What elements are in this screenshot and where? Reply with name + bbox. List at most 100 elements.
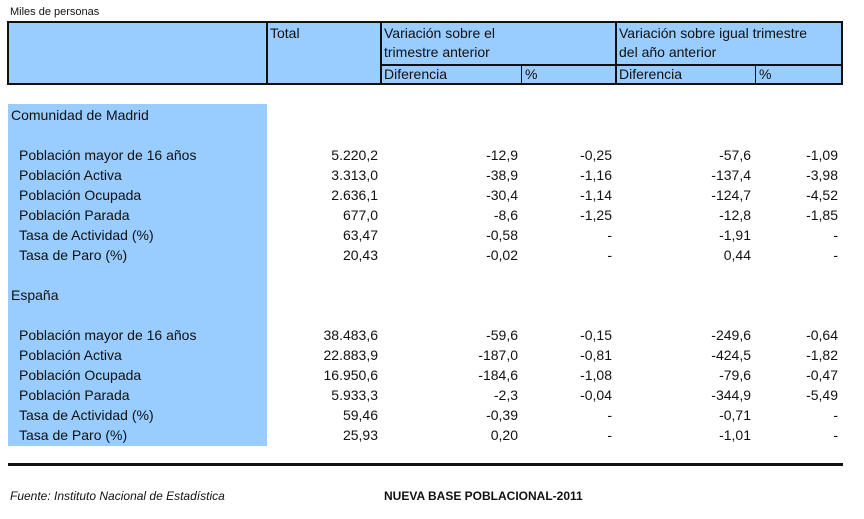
cell-pct-year: - [833, 427, 838, 443]
cell-diff-prev: -0,39 [486, 407, 518, 423]
cell-total: 59,46 [342, 407, 378, 423]
cell-pct-year: -1,85 [806, 207, 838, 223]
table-row: Población Activa 3.313,0 -38,9 -1,16 -13… [0, 165, 864, 185]
section-title: España [11, 287, 59, 303]
table-row: Población Ocupada 2.636,1 -30,4 -1,14 -1… [0, 185, 864, 205]
cell-pct-prev: -0,04 [580, 387, 612, 403]
row-label: Tasa de Paro (%) [19, 427, 128, 443]
row-label: Población Ocupada [19, 187, 142, 203]
section-title-row: Comunidad de Madrid [0, 105, 864, 125]
cell-diff-year: -12,8 [719, 207, 751, 223]
header-divider [380, 21, 382, 85]
cell-pct-year: -5,49 [806, 387, 838, 403]
document-title: NUEVA BASE POBLACIONAL-2011 [384, 489, 583, 503]
cell-pct-prev: -1,16 [580, 167, 612, 183]
header-pct-2: % [759, 66, 772, 82]
cell-pct-year: -0,64 [806, 327, 838, 343]
cell-diff-year: -57,6 [719, 147, 751, 163]
cell-pct-prev: - [607, 247, 612, 263]
table-row: Población mayor de 16 años 38.483,6 -59,… [0, 325, 864, 345]
header-divider [615, 21, 617, 85]
table-row: Población mayor de 16 años 5.220,2 -12,9… [0, 145, 864, 165]
cell-pct-prev: -1,25 [580, 207, 612, 223]
cell-diff-year: -137,4 [711, 167, 751, 183]
cell-diff-prev: -38,9 [486, 167, 518, 183]
cell-diff-prev: -184,6 [478, 367, 518, 383]
cell-total: 5.933,3 [331, 387, 378, 403]
cell-total: 38.483,6 [323, 327, 379, 343]
cell-pct-prev: -0,25 [580, 147, 612, 163]
cell-pct-year: - [833, 247, 838, 263]
cell-total: 3.313,0 [331, 167, 378, 183]
header-var-prev-line2: trimestre anterior [384, 44, 490, 60]
table-row: Población Activa 22.883,9 -187,0 -0,81 -… [0, 345, 864, 365]
section-title: Comunidad de Madrid [11, 107, 149, 123]
cell-diff-prev: -2,3 [493, 387, 518, 403]
table-row: Población Parada 5.933,3 -2,3 -0,04 -344… [0, 385, 864, 405]
row-label: Población Parada [19, 387, 130, 403]
cell-diff-year: -124,7 [711, 187, 751, 203]
cell-diff-prev: -0,58 [486, 227, 518, 243]
row-label: Población Parada [19, 207, 130, 223]
cell-diff-year: -249,6 [711, 327, 751, 343]
row-label: Población Ocupada [19, 367, 142, 383]
cell-pct-prev: -1,08 [580, 367, 612, 383]
row-label: Población Activa [19, 347, 122, 363]
cell-diff-prev: -30,4 [486, 187, 518, 203]
cell-diff-year: -1,01 [719, 427, 751, 443]
cell-pct-prev: - [607, 227, 612, 243]
cell-diff-year: -0,71 [719, 407, 751, 423]
row-label: Tasa de Actividad (%) [19, 407, 154, 423]
section-title-row: España [0, 285, 864, 305]
row-label: Población Activa [19, 167, 122, 183]
cell-pct-prev: - [607, 427, 612, 443]
cell-diff-prev: -0,02 [486, 247, 518, 263]
cell-pct-prev: -0,15 [580, 327, 612, 343]
cell-pct-year: - [833, 227, 838, 243]
cell-diff-year: -424,5 [711, 347, 751, 363]
cell-pct-prev: - [607, 407, 612, 423]
cell-diff-prev: -187,0 [478, 347, 518, 363]
header-divider [380, 64, 843, 66]
table-row: Tasa de Paro (%) 25,93 0,20 - -1,01 - [0, 425, 864, 445]
header-total: Total [270, 25, 300, 41]
row-label: Tasa de Actividad (%) [19, 227, 154, 243]
header-divider [266, 21, 268, 85]
cell-pct-year: -3,98 [806, 167, 838, 183]
cell-pct-year: -1,82 [806, 347, 838, 363]
table-row: Tasa de Actividad (%) 59,46 -0,39 - -0,7… [0, 405, 864, 425]
cell-pct-year: -4,52 [806, 187, 838, 203]
cell-total: 22.883,9 [323, 347, 379, 363]
cell-pct-year: - [833, 407, 838, 423]
header-var-prev-line1: Variación sobre el [384, 25, 496, 41]
cell-pct-prev: -1,14 [580, 187, 612, 203]
header-divider [521, 64, 522, 85]
header-pct-1: % [525, 66, 538, 82]
cell-diff-prev: -59,6 [486, 327, 518, 343]
row-label: Población mayor de 16 años [19, 327, 197, 343]
cell-diff-prev: 0,20 [490, 427, 518, 443]
cell-diff-year: -344,9 [711, 387, 751, 403]
cell-total: 16.950,6 [323, 367, 379, 383]
header-var-same-line2: del año anterior [619, 44, 717, 60]
header-diff-1: Diferencia [384, 66, 448, 82]
cell-pct-year: -0,47 [806, 367, 838, 383]
cell-total: 677,0 [342, 207, 378, 223]
cell-total: 5.220,2 [331, 147, 378, 163]
row-label: Tasa de Paro (%) [19, 247, 128, 263]
label-column-band [8, 104, 267, 446]
header-var-same-line1: Variación sobre igual trimestre [619, 25, 808, 41]
table-row: Tasa de Paro (%) 20,43 -0,02 - 0,44 - [0, 245, 864, 265]
cell-total: 2.636,1 [331, 187, 378, 203]
cell-diff-prev: -12,9 [486, 147, 518, 163]
cell-pct-prev: -0,81 [580, 347, 612, 363]
row-label: Población mayor de 16 años [19, 147, 197, 163]
table-row: Tasa de Actividad (%) 63,47 -0,58 - -1,9… [0, 225, 864, 245]
cell-diff-year: -79,6 [719, 367, 751, 383]
source-note: Fuente: Instituto Nacional de Estadístic… [10, 489, 225, 503]
table-row: Población Ocupada 16.950,6 -184,6 -1,08 … [0, 365, 864, 385]
cell-diff-prev: -8,6 [493, 207, 518, 223]
cell-total: 25,93 [342, 427, 378, 443]
cell-total: 20,43 [342, 247, 378, 263]
header-diff-2: Diferencia [619, 66, 683, 82]
